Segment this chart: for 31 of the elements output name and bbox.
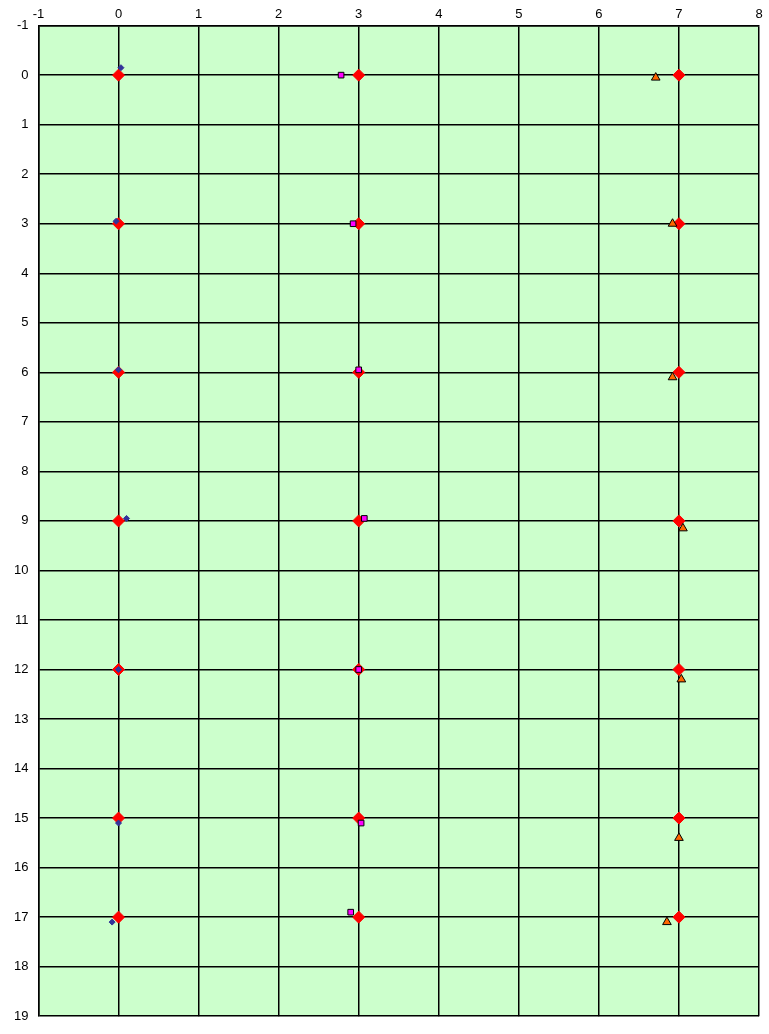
y-tick-label: 7	[21, 413, 29, 429]
y-tick-label: 2	[21, 165, 29, 181]
y-tick-label: 3	[21, 215, 29, 231]
x-tick-label: 0	[114, 6, 123, 22]
y-tick-label: 14	[13, 760, 29, 776]
x-tick-label: 2	[275, 6, 283, 22]
y-tick-label: 0	[21, 66, 29, 82]
y-tick-label: 5	[21, 314, 29, 330]
x-tick-label: 6	[595, 6, 603, 22]
x-tick-label: -1	[32, 6, 45, 22]
x-tick-label: 8	[755, 6, 763, 22]
y-tick-label: 12	[13, 661, 29, 677]
x-tick-label: 3	[355, 6, 363, 22]
y-tick-label: 13	[13, 710, 29, 726]
x-tick-label: 5	[515, 6, 523, 22]
y-tick-label: 16	[13, 859, 29, 875]
y-tick-label: 4	[21, 264, 29, 280]
x-tick-label: 1	[194, 6, 203, 22]
y-tick-label: -1	[16, 17, 29, 33]
y-tick-label: 1	[21, 116, 29, 132]
y-tick-label: 6	[21, 363, 29, 379]
y-tick-label: 19	[13, 1007, 29, 1023]
y-tick-label: 15	[13, 809, 29, 825]
y-tick-label: 11	[14, 611, 29, 627]
y-tick-label: 18	[13, 958, 29, 974]
y-tick-label: 9	[21, 512, 29, 528]
y-tick-label: 10	[13, 562, 29, 578]
x-tick-label: 7	[675, 6, 683, 22]
y-tick-label: 17	[13, 908, 29, 924]
x-tick-label: 4	[435, 6, 443, 22]
y-tick-label: 8	[21, 462, 29, 478]
